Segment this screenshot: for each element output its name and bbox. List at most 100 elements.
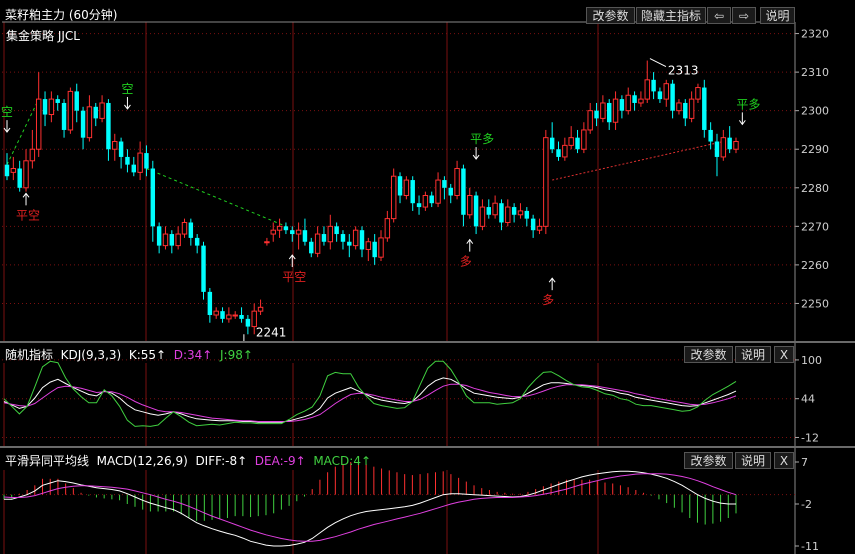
candle-body [695,87,701,100]
trend-line-bear [146,168,287,227]
candle-body [727,137,732,150]
panel-divider[interactable] [0,446,855,448]
candle-body [48,98,55,116]
candle-body [194,237,200,246]
high-value-label: 2313 [668,64,699,78]
low-value-label: 2241 [256,325,287,339]
y-tick-label: 2300 [801,105,829,118]
y-tick-label: 100 [801,354,822,367]
signal-label: 多 [542,293,554,307]
macd-dea-line [3,473,737,542]
candle-body [638,98,644,104]
candle-body [201,245,206,292]
candle-body [688,98,695,119]
high-marker-line [649,58,667,68]
candle-body [416,203,422,208]
candle-body [410,180,415,204]
macd-params-button[interactable]: 改参数 [684,452,733,469]
candle-body [384,218,391,239]
macd-chart-svg[interactable]: 7 -2 -11 [0,448,855,554]
candle-body [29,148,36,162]
candle-body [448,187,453,196]
trend-line-bear [6,98,40,165]
hide-indicator-button[interactable]: 隐藏主指标 [636,7,706,24]
scroll-left-button[interactable]: ⇦ [707,7,731,24]
candle-body [479,206,486,227]
main-params-button[interactable]: 改参数 [586,7,635,24]
candle-body [492,202,498,216]
candle-body [702,87,707,130]
candle-body [461,168,466,215]
kdj-label: KDJ(9,3,3) [60,348,122,362]
candle-body [169,234,175,246]
candle-body [657,91,663,100]
candle-body [4,164,10,177]
candle-body [295,229,302,235]
kdj-title: 随机指标 KDJ(9,3,3) K:55↑ D:34↑ J:98↑ [5,346,253,363]
kdj-j-line [3,360,737,427]
candle-body [61,102,67,130]
kdj-panel: 100 44 -12 随机指标 KDJ(9,3,3) K:55↑ D:34↑ J:9… [0,343,855,447]
candle-body [708,129,713,142]
candle-body [505,206,511,223]
candle-body [714,141,720,157]
panel-divider[interactable] [0,341,855,343]
candle-body [372,241,377,258]
candle-body [625,94,631,112]
signal-label: 平空 [16,208,40,222]
candle-body [733,141,739,150]
candle-body [125,156,130,165]
candle-body [663,83,669,100]
candle-body [302,230,308,242]
candle-body [352,229,359,247]
macd-label: MACD(12,26,9) [96,454,188,468]
candle-body [67,90,74,131]
y-tick-label: 2270 [801,220,829,233]
y-tick-label: -12 [801,431,819,444]
kdj-help-button[interactable]: 说明 [735,346,771,363]
candle-body [156,226,162,246]
candle-body [226,314,232,320]
candle-body [93,106,98,119]
candle-body [556,149,561,157]
candle-body [175,233,181,247]
candle-body [644,79,650,100]
candle-body [340,234,346,242]
candle-body [334,226,339,235]
macd-macd-value: MACD:4↑ [313,454,372,468]
candle-body [486,207,491,215]
candle-body [181,221,188,235]
candle-body [429,195,434,204]
signal-arrow-head [288,254,296,260]
main-chart-panel: 2250 2260 2270 2280 2290 2300 2310 2320 2313 2241… [0,0,855,343]
signal-arrow-head [466,238,474,244]
candle-body [283,226,289,231]
candle-body [670,83,675,111]
macd-help-button[interactable]: 说明 [735,452,771,469]
candle-body [530,218,536,231]
macd-diff-line [4,470,736,547]
main-help-button[interactable]: 说明 [760,7,795,24]
candle-body [144,153,149,169]
candle-body [251,310,257,328]
candle-body [467,194,473,216]
macd-dea-value: DEA:-9↑ [254,454,306,468]
candle-body [473,195,479,227]
candle-body [131,164,137,173]
candle-body [74,91,79,111]
kdj-params-button[interactable]: 改参数 [684,346,733,363]
macd-close-button[interactable]: X [774,452,794,469]
candle-body [720,137,727,158]
y-tick-label: 2290 [801,143,829,156]
candle-body [321,234,327,242]
main-chart-svg[interactable]: 2250 2260 2270 2280 2290 2300 2310 2320 2313 2241… [0,0,855,343]
candle-body [23,160,29,189]
candle-body [543,137,549,227]
kdj-chart-svg[interactable]: 100 44 -12 [0,343,855,447]
candle-body [587,110,593,131]
y-tick-label: -11 [801,540,819,553]
kdj-close-button[interactable]: X [774,346,794,363]
scroll-right-button[interactable]: ⇨ [732,7,756,24]
candle-body [390,175,397,220]
kdj-d-line [3,383,737,422]
